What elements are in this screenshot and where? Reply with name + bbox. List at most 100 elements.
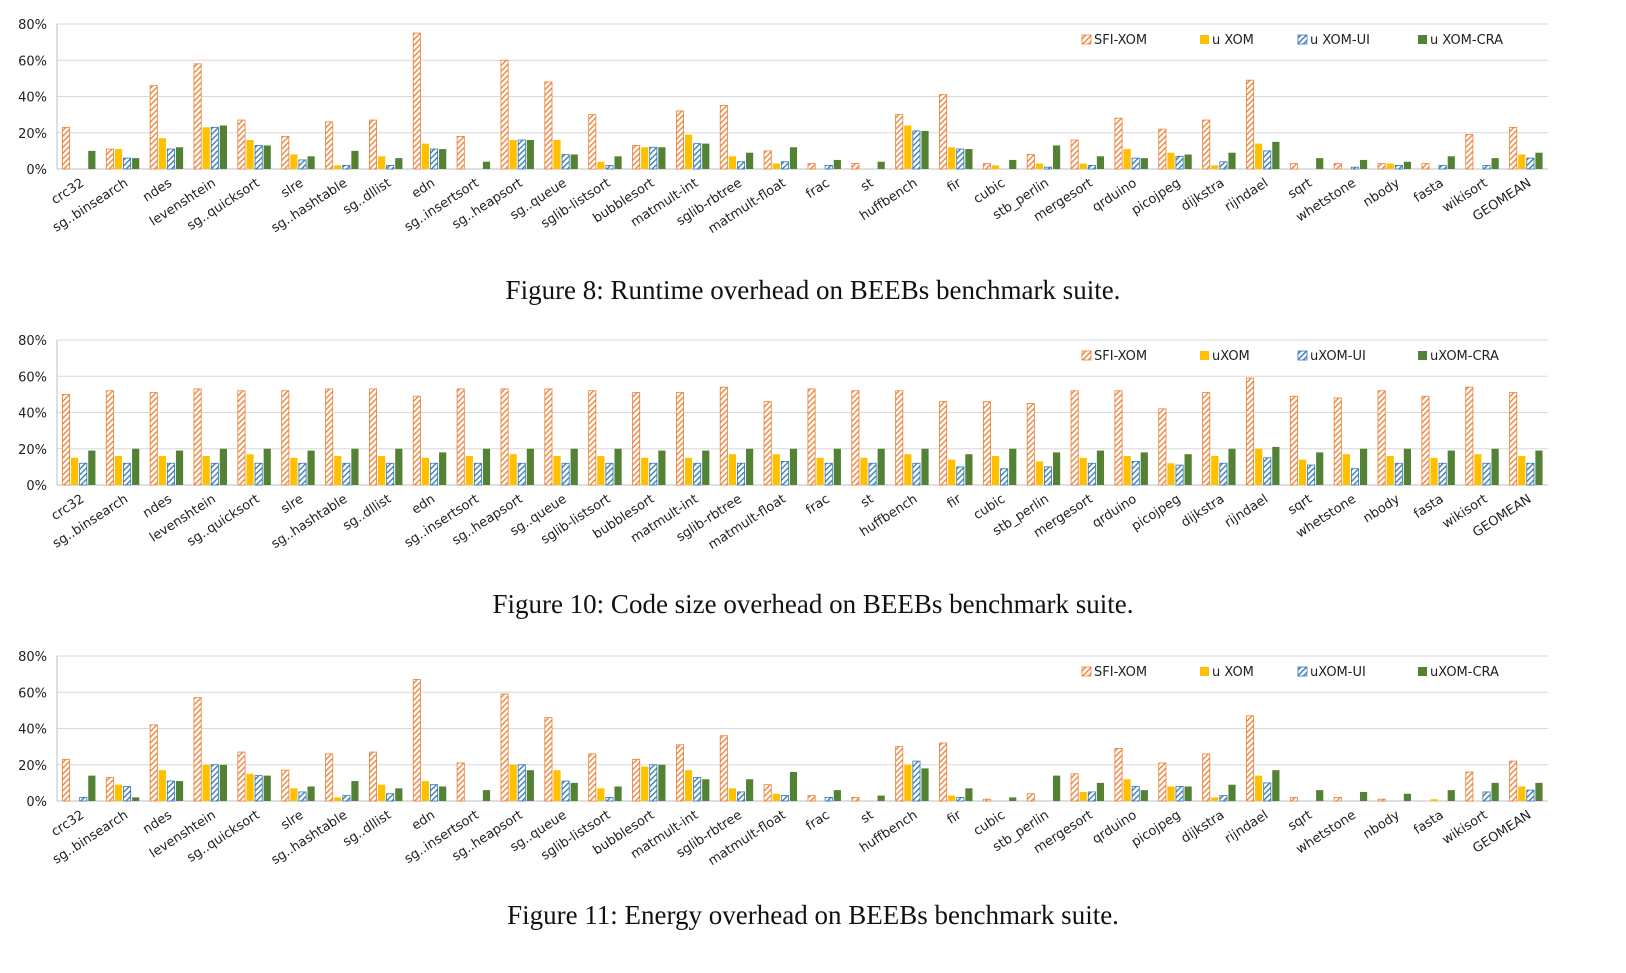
x-tick-label: sg..dllist [340,492,394,534]
bar-sfi-xom [675,110,684,170]
bar-uxom-cra [1009,159,1017,169]
bar-uxom [378,784,386,801]
figure-caption: Figure 8: Runtime overhead on BEEBs benc… [505,275,1121,305]
bar-uxom-ui [1131,461,1140,486]
bar-uxom-ui [1263,150,1272,170]
bar-uxom [378,456,386,485]
x-tick-label: dijkstra [1179,492,1228,531]
bar-uxom [290,788,298,801]
bar-uxom [246,454,254,485]
bar-uxom [641,457,649,485]
bar-uxom-ui [912,130,921,170]
bar-sfi-xom [368,388,377,486]
bar-sfi-xom [281,769,290,802]
bar-uxom-cra [88,150,96,170]
y-tick-label: 80% [18,650,47,665]
bar-uxom-cra [88,775,96,802]
bar-uxom-cra [132,797,140,802]
bar-uxom-ui [824,796,833,802]
x-tick-label: sg..insertsort [402,808,482,867]
bar-uxom-cra [658,147,666,169]
bar-uxom-ui [123,786,132,802]
bar-uxom-ui [1350,468,1359,486]
bar-uxom-ui [1087,791,1096,802]
bar-uxom [202,764,210,801]
bar-uxom-ui [79,462,88,486]
bar-uxom-cra [702,779,710,801]
bar-sfi-xom [1114,117,1123,170]
bar-uxom [1474,454,1482,485]
x-tick-label: sg..binsearch [50,492,131,552]
bar-uxom-cra [263,775,271,802]
bar-sfi-xom [939,94,948,170]
bar-sfi-xom [632,145,641,170]
y-tick-label: 80% [18,334,47,349]
bar-sfi-xom [1289,163,1298,170]
bar-sfi-xom [1202,392,1211,486]
x-tick-label: sg..insertsort [402,492,482,551]
bar-sfi-xom [982,401,991,486]
x-tick-label: matmult-float [706,492,789,553]
bar-sfi-xom [149,724,158,802]
bar-uxom-cra [1140,790,1148,802]
legend-label: SFI-XOM [1094,665,1147,680]
bar-uxom-cra [746,152,754,169]
bar-uxom [728,788,737,801]
bar-uxom-cra [219,448,227,485]
bar-uxom-ui [210,764,219,802]
bar-uxom [728,454,737,485]
bar-uxom-ui [780,795,789,802]
bar-uxom-cra [965,454,973,485]
bar-uxom [948,795,956,801]
bar-uxom [641,766,649,801]
bar-sfi-xom [895,746,904,802]
x-tick-label: dijkstra [1179,176,1228,215]
bar-sfi-xom [544,717,553,802]
bar-uxom [904,764,912,801]
bar-uxom [991,456,1000,485]
bar-uxom [421,457,430,485]
bar-sfi-xom [982,798,991,802]
bar-sfi-xom [193,63,202,170]
bar-sfi-xom [763,150,772,170]
bar-uxom-cra [702,450,710,485]
x-tick-label: nbody [1361,808,1403,843]
bar-sfi-xom [1246,377,1255,486]
bar-sfi-xom [1377,163,1386,170]
bar-uxom-cra [1096,782,1105,802]
bar-sfi-xom [500,693,509,802]
bar-sfi-xom [851,796,860,802]
bar-uxom [202,127,210,169]
bar-sfi-xom [895,114,904,170]
bar-uxom-ui [386,462,395,486]
bar-uxom [246,140,254,169]
bar-sfi-xom [1202,753,1211,802]
bar-uxom-cra [1491,448,1499,485]
bar-sfi-xom [807,795,816,802]
legend-swatch [1418,35,1427,44]
bar-uxom-cra [263,448,271,485]
bar-sfi-xom [851,390,860,486]
legend-swatch [1081,34,1092,45]
bar-uxom [1518,786,1526,801]
bar-sfi-xom [1333,796,1342,802]
bar-uxom-ui [561,154,570,170]
bar-sfi-xom [1246,715,1255,802]
y-tick-label: 60% [18,686,47,701]
bar-uxom [1079,457,1087,485]
bar-uxom-cra [1228,152,1236,169]
x-tick-label: frac [803,176,832,202]
bar-uxom [509,454,517,485]
bar-sfi-xom [675,392,684,486]
bar-uxom-ui [1307,464,1316,486]
bar-uxom-cra [1447,156,1455,169]
bar-uxom-ui [1131,786,1140,802]
bar-uxom-cra [307,156,315,169]
bar-uxom-cra [351,150,359,170]
bar-sfi-xom [325,388,334,486]
legend-label: uXOM [1212,349,1250,364]
bar-sfi-xom [1333,163,1342,170]
bar-uxom [1255,143,1263,170]
bar-uxom-cra [175,781,184,801]
